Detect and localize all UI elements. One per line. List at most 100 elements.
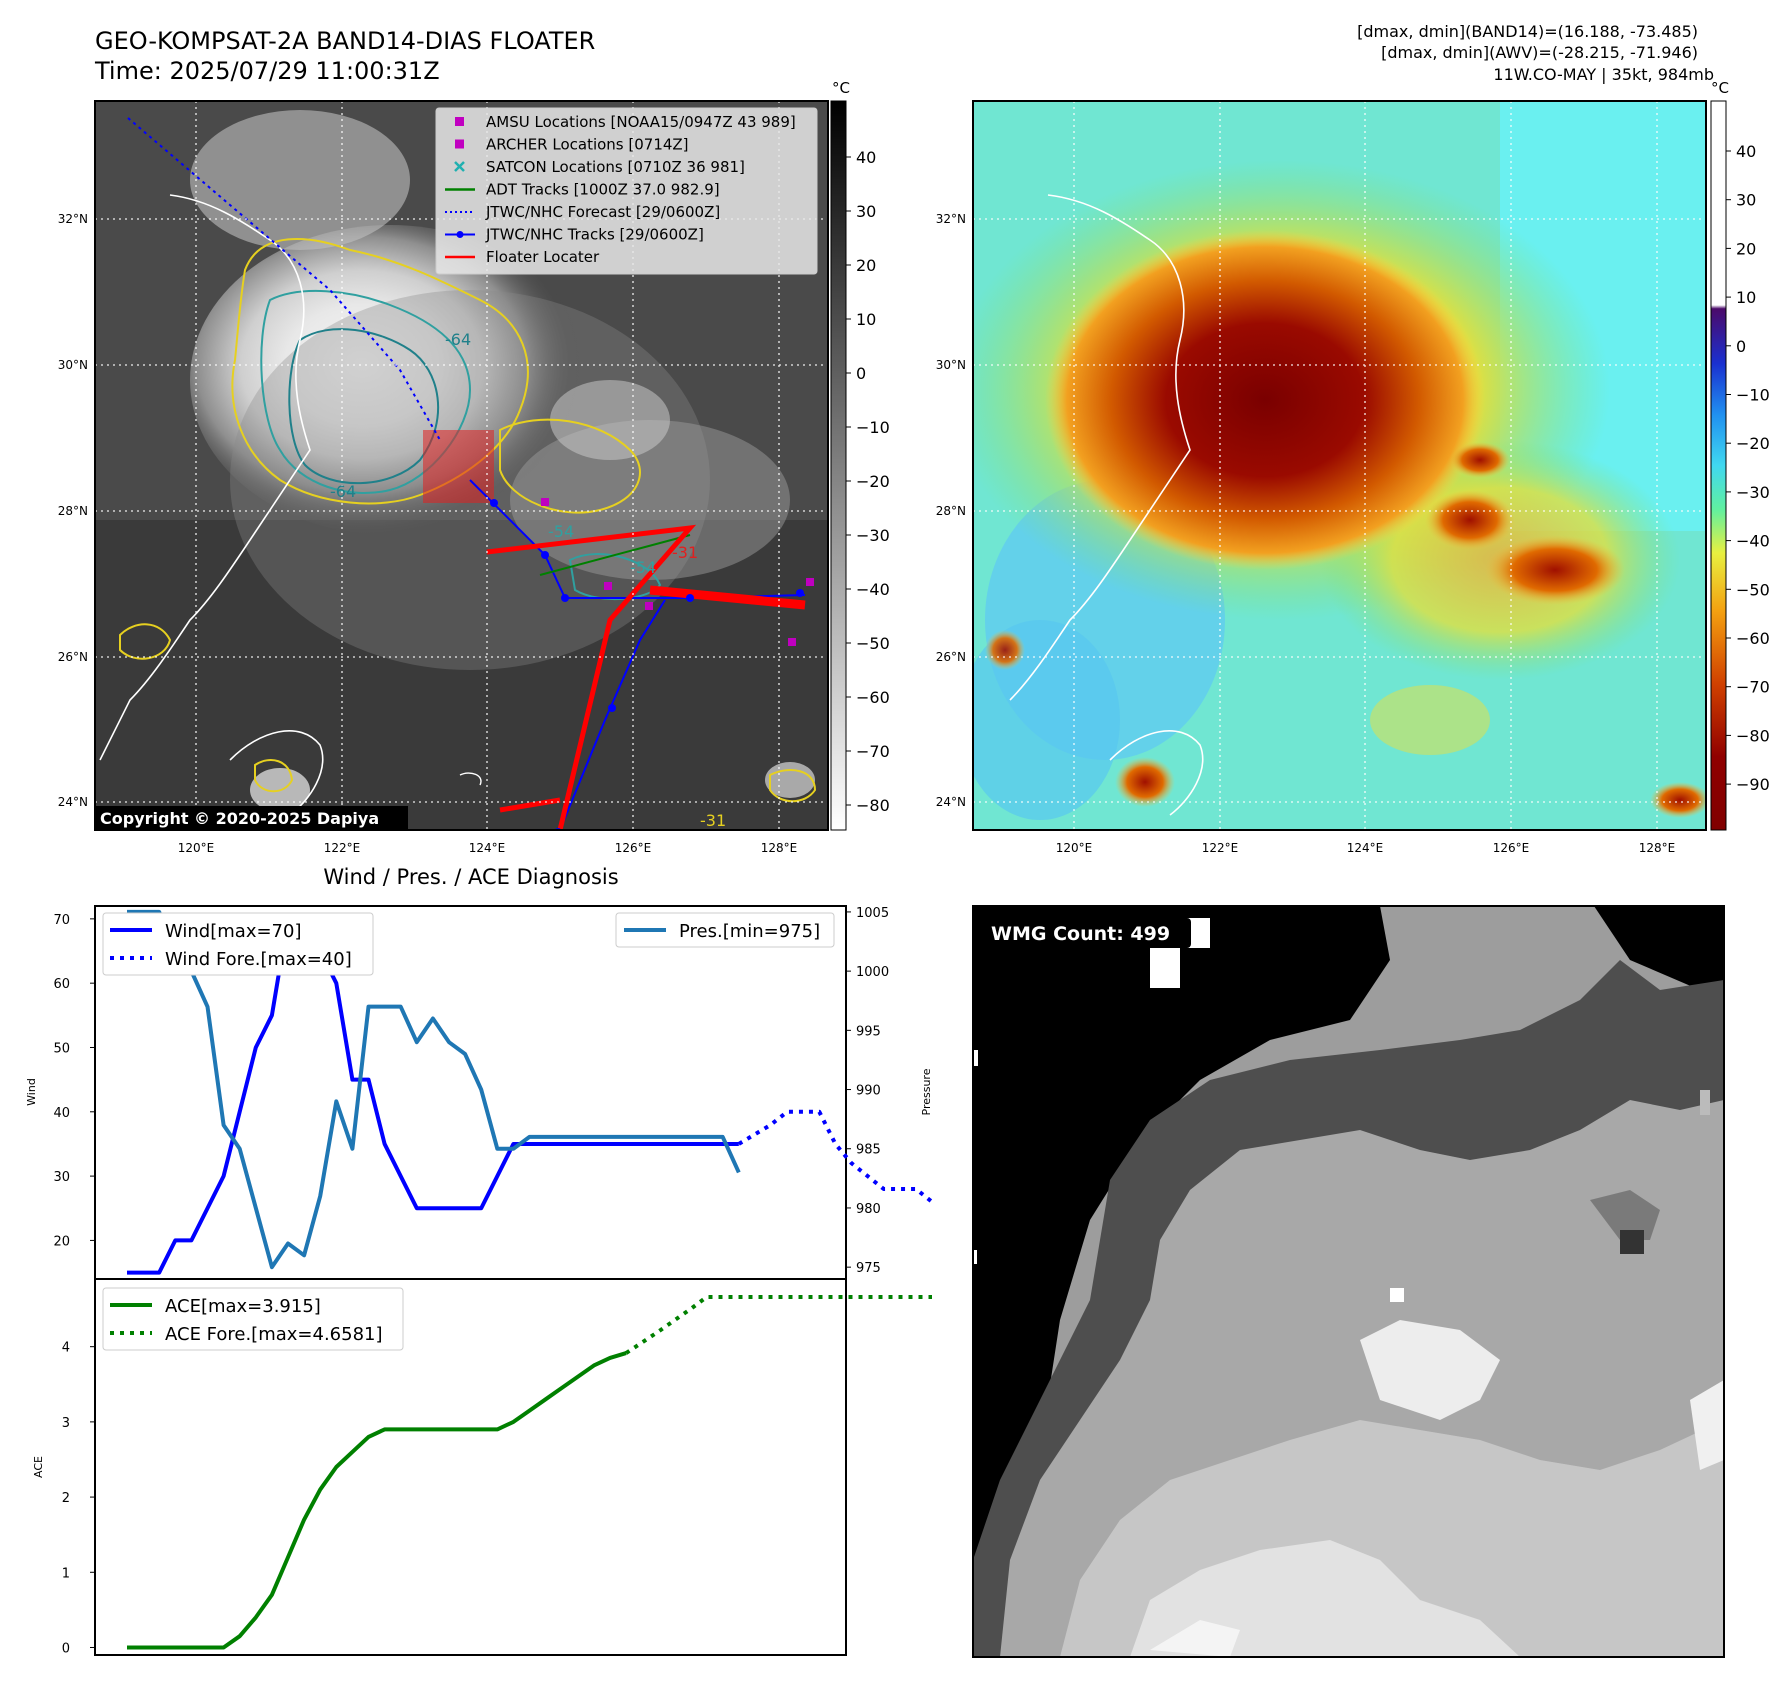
latitude-tick-label: 30°N — [936, 358, 966, 372]
legend-label: JTWC/NHC Tracks [29/0600Z] — [485, 226, 704, 244]
longitude-tick-label: 126°E — [1493, 841, 1530, 855]
colorbar-tick-label: 20 — [856, 256, 876, 275]
series-line-wind — [127, 916, 739, 1275]
colorbar-tick-label: 10 — [856, 310, 876, 329]
colorbar-tick-label: 20 — [1736, 239, 1756, 258]
legend-label: Wind Fore.[max=40] — [165, 949, 352, 970]
longitude-tick-label: 124°E — [1347, 841, 1384, 855]
colorbar-tick-label: −70 — [856, 742, 890, 761]
colorbar-tick-label: −30 — [856, 526, 890, 545]
colorbar-tick-label: 40 — [856, 148, 876, 167]
pressure-tick-label: 995 — [856, 1024, 881, 1039]
legend-marker-square — [455, 139, 464, 149]
longitude-tick-label: 122°E — [1202, 841, 1239, 855]
map-legend: AMSU Locations [NOAA15/0947Z 43 989] ARCH… — [435, 107, 818, 275]
latitude-tick-label: 30°N — [58, 358, 88, 372]
wind-axis-label: Wind — [25, 1078, 38, 1106]
colorbar-tick-label: −10 — [856, 418, 890, 437]
longitude-tick-label: 128°E — [1639, 841, 1676, 855]
legend-label: ADT Tracks [1000Z 37.0 982.9] — [486, 181, 720, 199]
colorbar-tick-label: −10 — [1736, 386, 1770, 405]
series-line-wind-forecast — [737, 1109, 934, 1204]
contour-label: -31 — [700, 811, 726, 830]
awv-satellite-panel: 32°N 30°N 28°N 26°N 24°N 120°E 122°E 124°E 126°E… — [936, 79, 1770, 855]
latitude-tick-label: 32°N — [936, 212, 966, 226]
colorbar-tick-label: −80 — [1736, 726, 1770, 745]
legend-marker-x — [454, 161, 465, 172]
colorbar-unit: °C — [832, 79, 850, 97]
legend-label: SATCON Locations [0710Z 36 981] — [486, 158, 745, 176]
ace-tick-label: 0 — [62, 1641, 70, 1656]
ace-tick-label: 1 — [62, 1566, 70, 1581]
colorbar-gray — [830, 100, 847, 831]
colorbar-tick-label: −20 — [856, 472, 890, 491]
pressure-legend: Pres.[min=975] — [615, 912, 835, 948]
colorbar-tick-label: −20 — [1736, 434, 1770, 453]
colorbar-tick-label: 40 — [1736, 142, 1756, 161]
contour-label: -31 — [672, 543, 698, 562]
contour-label: -54 — [630, 558, 656, 577]
colorbar-tick-label: −40 — [1736, 532, 1770, 551]
pressure-tick-label: 980 — [856, 1202, 881, 1217]
ace-legend: ACE[max=3.915] ACE Fore.[max=4.6581] — [102, 1287, 404, 1351]
latitude-tick-label: 28°N — [58, 504, 88, 518]
ace-tick-label: 4 — [62, 1341, 70, 1356]
pressure-tick-label: 975 — [856, 1261, 881, 1276]
series-line-pressure — [127, 909, 741, 1270]
legend-marker-dot — [456, 231, 464, 238]
contour-label: -54 — [548, 522, 574, 541]
ir-satellite-panel: AMSU Locations [NOAA15/0947Z 43 989] ARCH… — [58, 79, 890, 855]
contour-label: -64 — [445, 330, 471, 349]
wmg-panel: WMG Count: 499 — [972, 905, 1725, 1658]
figure-title-line1: GEO-KOMPSAT-2A BAND14-DIAS FLOATER — [95, 27, 596, 55]
pressure-tick-label: 1000 — [856, 965, 889, 980]
wind-tick-label: 40 — [53, 1106, 70, 1121]
legend-label: ARCHER Locations [0714Z] — [486, 136, 689, 154]
pressure-tick-label: 1005 — [856, 906, 889, 921]
latitude-tick-label: 26°N — [58, 650, 88, 664]
latitude-tick-label: 24°N — [936, 795, 966, 809]
wind-tick-label: 20 — [53, 1234, 70, 1249]
pressure-axis-label: Pressure — [920, 1068, 933, 1115]
colorbar-tick-label: 30 — [1736, 191, 1756, 210]
colorbar-jet — [1710, 100, 1727, 831]
colorbar-tick-label: −60 — [1736, 629, 1770, 648]
colorbar-unit: °C — [1711, 79, 1729, 97]
figure-title-line2: Time: 2025/07/29 11:00:31Z — [95, 57, 440, 85]
latitude-tick-label: 26°N — [936, 650, 966, 664]
pressure-tick-label: 985 — [856, 1143, 881, 1158]
legend-label: JTWC/NHC Forecast [29/0600Z] — [485, 203, 720, 221]
legend-label: Floater Locater — [486, 248, 600, 266]
longitude-tick-label: 126°E — [615, 841, 652, 855]
wind-tick-label: 30 — [53, 1170, 70, 1185]
series-line-ace — [127, 1351, 627, 1650]
latitude-tick-label: 24°N — [58, 795, 88, 809]
colorbar-tick-label: −60 — [856, 688, 890, 707]
contour-label: -64 — [330, 482, 356, 501]
colorbar-tick-label: −50 — [1736, 580, 1770, 599]
info-line3: 11W.CO-MAY | 35kt, 984mb — [1493, 65, 1714, 84]
series-line-ace-forecast — [624, 1295, 932, 1355]
legend-marker-square — [455, 117, 464, 126]
wmg-count-label: WMG Count: 499 — [991, 923, 1170, 945]
copyright-box — [95, 806, 408, 830]
info-line1: [dmax, dmin](BAND14)=(16.188, -73.485) — [1357, 22, 1698, 41]
longitude-tick-label: 124°E — [469, 841, 506, 855]
colorbar-tick-label: −50 — [856, 634, 890, 653]
colorbar-tick-label: −40 — [856, 580, 890, 599]
wind-tick-label: 60 — [53, 977, 70, 992]
legend-label: Wind[max=70] — [165, 921, 302, 942]
wind-legend: Wind[max=70] Wind Fore.[max=40] — [102, 912, 374, 976]
chart-title: Wind / Pres. / ACE Diagnosis — [323, 865, 618, 889]
longitude-tick-label: 122°E — [324, 841, 361, 855]
longitude-tick-label: 120°E — [178, 841, 215, 855]
longitude-tick-label: 128°E — [761, 841, 798, 855]
wmg-pixel-image — [973, 906, 1724, 1657]
legend-label: ACE Fore.[max=4.6581] — [165, 1324, 383, 1345]
colorbar-tick-label: −80 — [856, 796, 890, 815]
colorbar-tick-label: −90 — [1736, 775, 1770, 794]
legend-label: ACE[max=3.915] — [165, 1296, 321, 1317]
latitude-tick-label: 32°N — [58, 212, 88, 226]
wmg-count-badge — [983, 918, 1191, 948]
pressure-tick-label: 990 — [856, 1084, 881, 1099]
